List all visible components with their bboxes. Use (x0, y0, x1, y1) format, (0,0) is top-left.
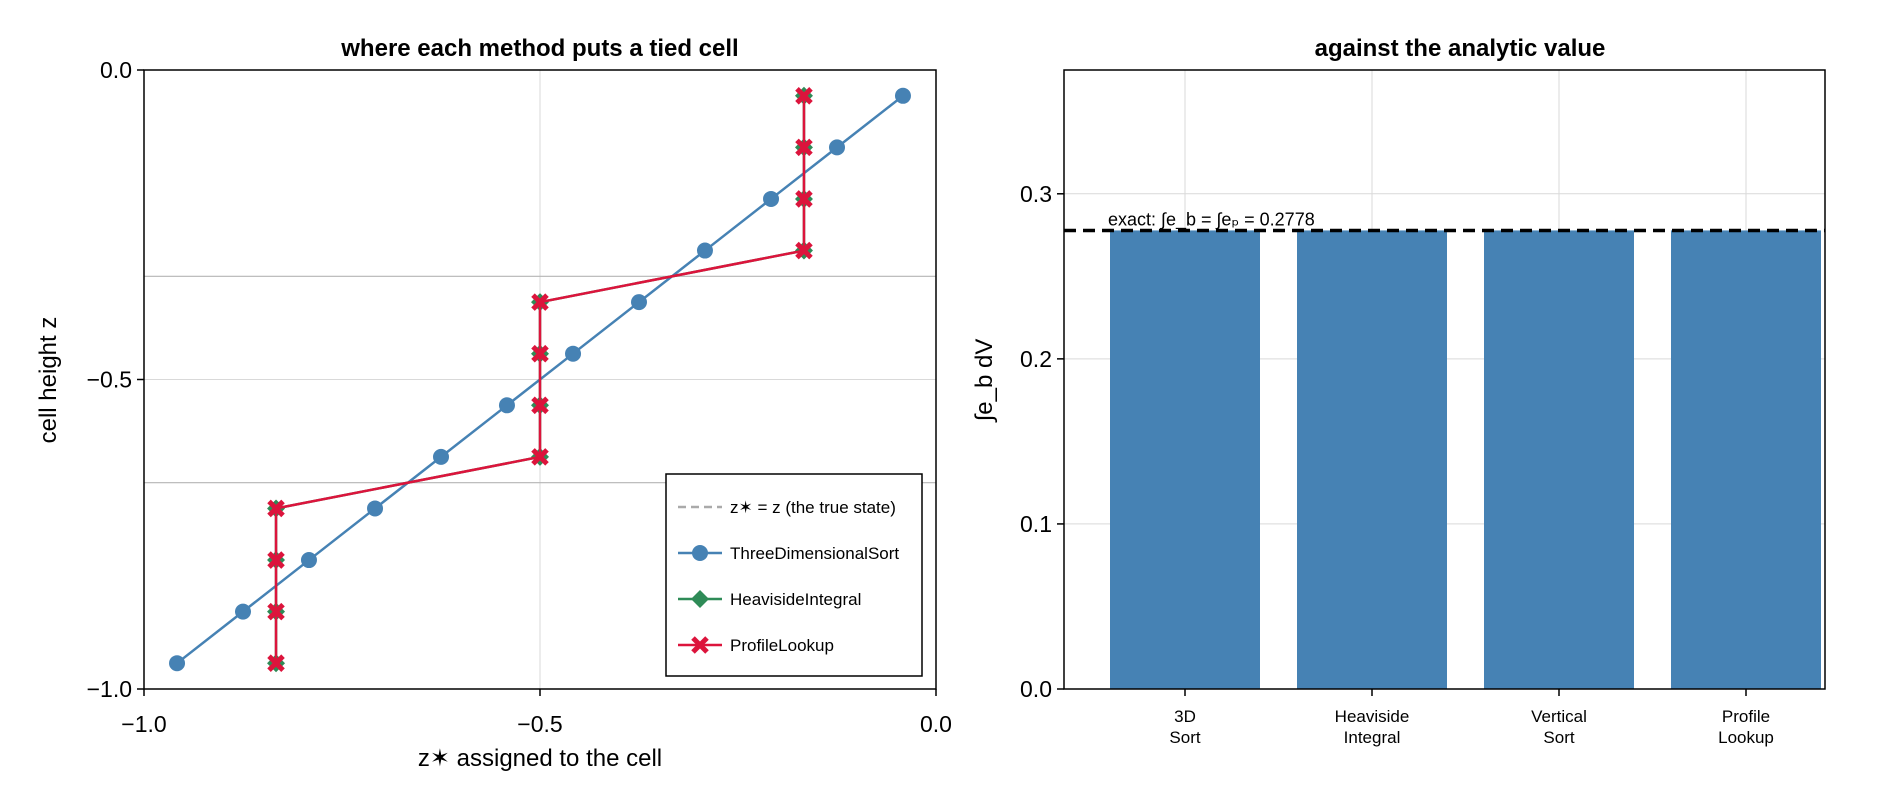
data-point (169, 655, 186, 672)
data-point (531, 448, 549, 466)
right-panel: against the analytic value exact: ∫e_b =… (971, 35, 1826, 747)
bar-profile-lookup (1671, 230, 1821, 689)
category-label: 3D (1174, 707, 1196, 726)
left-y-tick-label: 0.0 (100, 57, 132, 83)
legend-label: ProfileLookup (730, 636, 834, 655)
left-y-axis-label: cell height z (35, 317, 62, 444)
left-x-tick-label: 0.0 (920, 711, 952, 737)
bar-heaviside-integral (1297, 230, 1447, 689)
data-point (267, 602, 285, 621)
data-point (531, 293, 549, 311)
legend-entry: z✶ = z (the true state) (678, 498, 896, 517)
left-y-tick-label: −1.0 (87, 676, 132, 702)
left-x-axis-label: z✶ assigned to the cell (418, 745, 662, 772)
right-y-tick-label: 0.2 (1020, 346, 1052, 372)
legend-entry: ThreeDimensionalSort (678, 544, 899, 563)
right-plot-frame (1063, 69, 1826, 690)
data-point (894, 87, 911, 104)
data-point (267, 499, 285, 518)
data-point (696, 242, 713, 259)
right-category-labels: 3D Sort Heaviside Integral Vertical Sort Profi… (1169, 689, 1774, 747)
data-point (565, 345, 582, 362)
legend-marker (692, 545, 708, 561)
bar-vertical-sort (1484, 230, 1634, 689)
data-point (795, 138, 813, 157)
data-point (498, 397, 515, 414)
right-y-tick-label: 0.1 (1020, 511, 1052, 537)
legend-label: ThreeDimensionalSort (730, 544, 899, 563)
exact-value-label: exact: ∫e_b = ∫eₚ = 0.2778 (1108, 209, 1315, 230)
right-y-tick-label: 0.0 (1020, 676, 1052, 702)
legend-entry: HeavisideIntegral (678, 590, 861, 609)
category-label: Vertical (1531, 707, 1587, 726)
right-bars (1110, 230, 1821, 689)
data-point (795, 190, 813, 208)
data-point (531, 396, 549, 415)
series-line (274, 95, 806, 664)
category-label: Lookup (1718, 728, 1774, 747)
left-series (169, 86, 911, 673)
legend-entries: z✶ = z (the true state) ThreeDimensionalS… (678, 498, 899, 655)
data-point (795, 241, 813, 260)
legend-label: HeavisideIntegral (730, 590, 861, 609)
left-x-tick-label: −1.0 (121, 711, 166, 737)
data-point (631, 294, 647, 311)
legend-entry: ProfileLookup (678, 636, 834, 655)
bar-3d-sort (1110, 230, 1260, 689)
data-point (763, 190, 780, 207)
left-x-ticks: −1.0 −0.5 0.0 (121, 689, 952, 737)
category-label: Sort (1169, 728, 1200, 747)
right-y-axis-label: ∫e_b dV (971, 339, 998, 424)
legend-label: z✶ = z (the true state) (730, 498, 896, 517)
data-point (795, 87, 813, 105)
category-label: Heaviside (1335, 707, 1410, 726)
data-point (267, 551, 285, 569)
data-point (235, 603, 251, 620)
category-label: Profile (1722, 707, 1770, 726)
legend-marker (691, 636, 709, 654)
data-point (433, 448, 449, 465)
right-y-ticks: 0.0 0.1 0.2 0.3 (1020, 181, 1064, 702)
category-label: Sort (1543, 728, 1574, 747)
left-panel: where each method puts a tied cell −1.0−… (35, 35, 952, 772)
right-reference-line: exact: ∫e_b = ∫eₚ = 0.2778 (1064, 209, 1825, 233)
legend: z✶ = z (the true state) ThreeDimensionalS… (665, 473, 923, 677)
legend-marker (691, 590, 709, 608)
data-point (531, 344, 549, 363)
left-y-ticks: −1.0 −0.5 0.0 (87, 57, 144, 702)
series-ProfileLookup (267, 87, 813, 672)
category-label: Integral (1344, 728, 1401, 747)
left-x-tick-label: −0.5 (517, 711, 562, 737)
data-point (367, 500, 384, 517)
left-y-tick-label: −0.5 (87, 367, 132, 393)
data-point (829, 139, 845, 156)
data-point (267, 654, 285, 672)
left-chart-title: where each method puts a tied cell (340, 35, 738, 62)
right-chart-title: against the analytic value (1315, 35, 1606, 62)
data-point (300, 552, 317, 569)
right-y-tick-label: 0.3 (1020, 181, 1052, 207)
